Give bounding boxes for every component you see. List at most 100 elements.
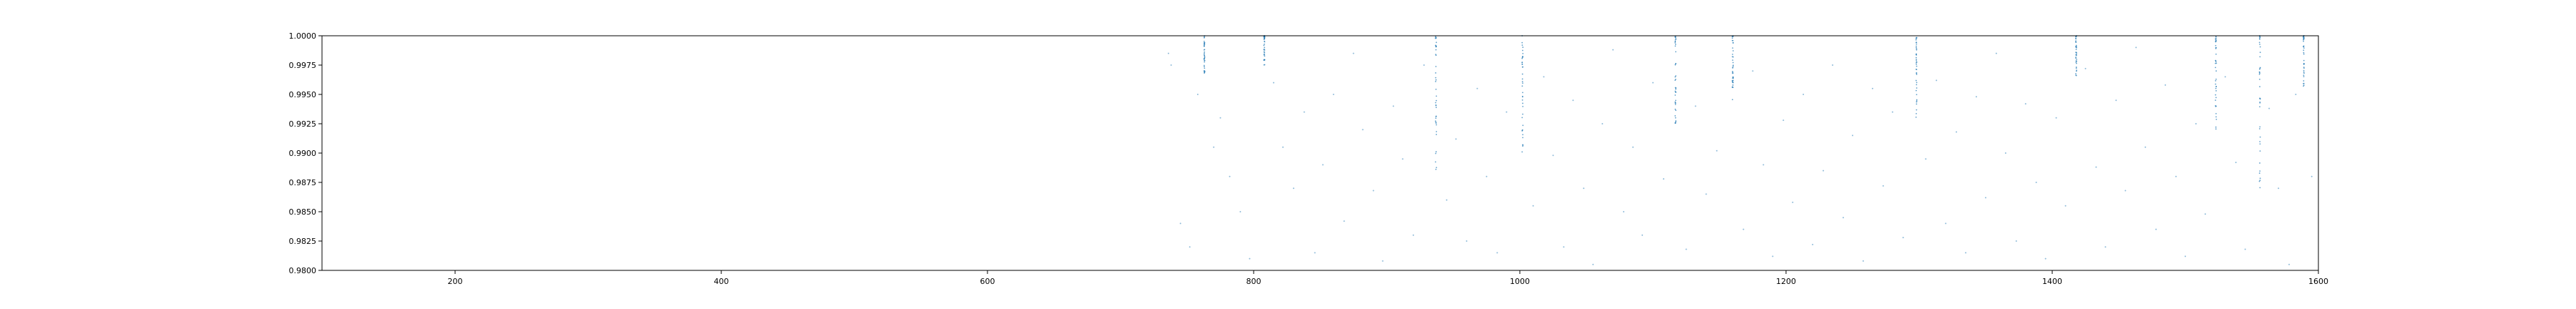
data-point-column-3: [1521, 64, 1523, 65]
data-point-column-2: [1435, 41, 1438, 44]
data-point: [1445, 199, 1448, 201]
data-point-column-3: [1522, 145, 1523, 147]
data-point-column-0: [1204, 61, 1206, 63]
data-point: [1936, 79, 1938, 82]
data-point: [1303, 111, 1305, 113]
data-point-column-3: [1522, 56, 1523, 57]
data-point: [2084, 67, 2087, 69]
data-point-column-3: [1522, 137, 1523, 139]
data-point-column-10: [2303, 71, 2305, 73]
data-point-column-2: [1435, 117, 1437, 119]
data-point: [1612, 49, 1614, 51]
data-point: [2145, 146, 2147, 148]
data-point: [2224, 76, 2226, 78]
data-point: [1272, 82, 1274, 84]
data-point-column-3: [1521, 81, 1523, 83]
data-point: [1563, 246, 1565, 248]
data-point-column-8: [2215, 79, 2217, 82]
data-point-column-6: [1916, 65, 1918, 67]
data-point-column-3: [1522, 52, 1524, 54]
data-point: [1694, 105, 1697, 107]
data-point: [1465, 240, 1468, 242]
data-point-column-10: [2303, 69, 2305, 72]
data-point: [2278, 187, 2280, 190]
data-point-column-8: [2215, 112, 2217, 114]
data-point: [1506, 111, 1508, 113]
data-point-column-1: [1263, 38, 1265, 39]
data-point-column-1: [1263, 44, 1265, 46]
data-point: [1352, 52, 1355, 54]
data-point-column-6: [1916, 82, 1918, 84]
data-point-column-1: [1264, 49, 1266, 51]
data-point: [1249, 258, 1251, 260]
data-point-column-3: [1521, 85, 1523, 87]
data-point-column-0: [1204, 44, 1205, 46]
data-point-column-8: [2215, 118, 2218, 120]
data-point-column-9: [2259, 44, 2260, 45]
data-point-column-7: [2075, 40, 2077, 42]
data-point-column-6: [1916, 101, 1918, 103]
data-point-column-0: [1204, 72, 1205, 74]
x-tick-label: 1600: [2308, 277, 2328, 286]
data-point-column-9: [2259, 177, 2261, 180]
data-point-column-4: [1674, 51, 1677, 53]
y-axis: 0.9800 0.9825 0.9850 0.9875 0.9900 0.9925 0.99…: [289, 31, 322, 275]
data-point-column-8: [2215, 46, 2217, 49]
data-point-column-2: [1435, 122, 1437, 124]
data-point: [1292, 187, 1294, 190]
data-point-column-10: [2303, 67, 2305, 69]
data-point-column-2: [1435, 161, 1437, 163]
data-point-column-2: [1435, 99, 1438, 102]
data-point-column-5: [1732, 59, 1734, 62]
data-point: [1592, 263, 1594, 265]
data-point: [1782, 119, 1785, 122]
data-point: [1213, 146, 1215, 148]
data-point-column-9: [2259, 180, 2261, 182]
data-point: [1239, 211, 1241, 212]
data-point: [1423, 64, 1425, 66]
data-point-column-10: [2303, 39, 2305, 40]
data-point-column-4: [1674, 39, 1677, 41]
data-point-column-4: [1674, 37, 1677, 39]
data-point: [1179, 222, 1181, 225]
data-point-column-4: [1674, 64, 1677, 66]
data-point-column-8: [2215, 41, 2217, 43]
data-point-column-9: [2258, 72, 2260, 73]
data-point-column-1: [1264, 36, 1266, 38]
data-point: [1716, 149, 1718, 152]
data-point-column-8: [2215, 61, 2217, 63]
data-point-column-9: [2258, 73, 2260, 75]
data-point-column-7: [2075, 46, 2077, 49]
data-point-column-10: [2303, 53, 2305, 55]
data-point-column-8: [2215, 53, 2217, 55]
data-point: [2135, 46, 2137, 49]
data-point: [1496, 252, 1498, 254]
data-point: [1995, 52, 1997, 54]
data-point-column-8: [2215, 86, 2218, 87]
data-point-column-5: [1732, 64, 1735, 67]
data-point: [1332, 94, 1335, 95]
data-point: [2115, 99, 2117, 102]
data-point-column-10: [2303, 49, 2305, 52]
data-point-column-8: [2215, 89, 2217, 92]
data-point-column-6: [1916, 37, 1917, 39]
data-point: [1552, 154, 1554, 157]
data-point-column-3: [1522, 82, 1523, 84]
data-point-column-9: [2259, 102, 2261, 104]
data-point-column-4: [1674, 41, 1677, 42]
data-point-column-4: [1674, 94, 1677, 96]
data-point-column-2: [1435, 124, 1438, 126]
data-point-column-2: [1435, 168, 1437, 170]
data-point-column-6: [1916, 46, 1917, 49]
data-point-column-10: [2303, 47, 2305, 49]
data-point-column-3: [1521, 78, 1523, 80]
data-point-column-2: [1435, 120, 1437, 122]
y-tick-label: 0.9925: [289, 119, 317, 129]
data-point: [1532, 205, 1534, 207]
data-point-column-9: [2259, 72, 2260, 74]
data-point-column-4: [1674, 99, 1677, 102]
data-point-column-0: [1204, 51, 1206, 53]
data-point-column-2: [1435, 37, 1437, 39]
data-point-column-6: [1915, 79, 1917, 82]
data-point: [1229, 175, 1231, 177]
